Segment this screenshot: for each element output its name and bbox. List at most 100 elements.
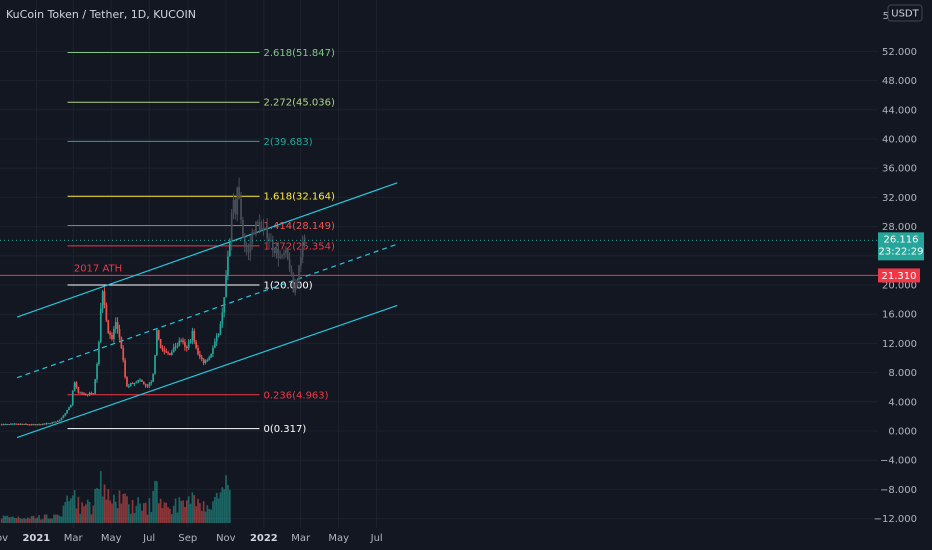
volume-bar: [169, 508, 171, 523]
volume-bar: [135, 505, 138, 523]
candle-body: [258, 222, 261, 231]
volume-bar: [8, 517, 11, 523]
candle-body: [133, 383, 136, 385]
candle-body: [167, 352, 169, 354]
volume-bar: [107, 489, 110, 523]
candle-body: [8, 423, 11, 425]
candle-body: [101, 291, 104, 309]
volume-bar: [19, 518, 22, 523]
volume-bar: [172, 505, 175, 523]
candle-body: [191, 330, 194, 341]
candle-body: [15, 423, 18, 425]
candle-body: [193, 330, 196, 342]
candle-body: [170, 352, 173, 356]
last-price-value: 26.116: [884, 234, 919, 245]
volume-bars: [0, 471, 231, 523]
volume-bar: [144, 502, 147, 523]
candle-body: [127, 385, 130, 387]
ath-label: 2017 ATH: [74, 263, 122, 274]
volume-bar: [96, 488, 98, 523]
volume-bar: [152, 490, 154, 523]
volume-bar: [99, 471, 102, 523]
volume-bar: [221, 487, 224, 523]
candle-body: [66, 409, 68, 414]
volume-bar: [199, 503, 201, 523]
candle-body: [234, 199, 237, 215]
candle-body: [103, 291, 106, 305]
volume-bar: [189, 503, 192, 523]
volume-bar: [66, 495, 68, 523]
candle-body: [281, 254, 284, 257]
candle-body: [12, 423, 14, 425]
y-tick-label: 0.000: [888, 427, 917, 438]
volume-bar: [71, 495, 74, 523]
candle-body: [32, 424, 35, 426]
candle-body: [157, 330, 160, 340]
fib-level-label: 1.618(32.164): [264, 192, 336, 203]
y-tick-label: 52.000: [882, 47, 917, 58]
volume-bar: [118, 490, 121, 523]
volume-bar: [43, 514, 46, 523]
volume-bar: [32, 515, 35, 523]
candle-body: [51, 422, 54, 424]
candle-body: [124, 360, 126, 378]
volume-bar: [150, 511, 153, 523]
candle-body: [111, 334, 113, 340]
candle-body: [262, 227, 265, 229]
candle-body: [301, 241, 304, 257]
x-tick-label: Mar: [64, 533, 84, 544]
volume-bar: [2, 515, 5, 523]
currency-badge[interactable]: USDT: [887, 4, 923, 22]
volume-bar: [212, 501, 214, 523]
volume-bar: [223, 489, 226, 523]
volume-bar: [6, 515, 9, 523]
candle-body: [185, 346, 188, 349]
volume-bar: [34, 518, 37, 523]
volume-bar: [127, 504, 130, 523]
candle-body: [120, 337, 123, 348]
candle-body: [172, 347, 175, 353]
volume-bar: [131, 499, 134, 523]
candle-body: [255, 222, 257, 235]
candle-body: [47, 423, 50, 425]
volume-bar: [41, 519, 44, 523]
time-axis[interactable]: SepNov2021MarMayJulSepNov2022MarMayJul: [0, 533, 383, 544]
volume-bar: [113, 494, 115, 523]
volume-bar: [0, 518, 3, 523]
candle-body: [215, 335, 218, 342]
volume-bar: [184, 507, 186, 523]
candle-body: [294, 284, 297, 293]
candle-body: [174, 346, 177, 348]
candle-body: [98, 342, 100, 364]
volume-bar: [178, 497, 181, 523]
candle-body: [277, 249, 280, 258]
volume-bar: [88, 501, 91, 523]
channel-upper-line: [16, 182, 398, 318]
candle-body: [129, 383, 132, 386]
y-tick-label: 32.000: [882, 193, 917, 204]
candle-body: [56, 420, 59, 422]
candle-body: [249, 243, 252, 252]
currency-label: USDT: [891, 9, 919, 20]
candle-body: [60, 417, 63, 421]
volume-bar: [170, 514, 173, 523]
volume-bar: [13, 517, 16, 523]
volume-bar: [206, 505, 209, 523]
candle-body: [169, 353, 171, 356]
candle-body: [13, 423, 16, 425]
candle-body: [271, 241, 274, 251]
candle-body: [40, 424, 42, 426]
candle-body: [83, 393, 85, 395]
candle-body: [146, 385, 149, 387]
candle-body: [260, 228, 263, 231]
volume-bar: [17, 516, 20, 523]
channel-middle-line: [16, 243, 398, 379]
volume-bar: [23, 517, 25, 523]
candle-body: [236, 187, 239, 215]
volume-bar: [28, 518, 31, 523]
candle-body: [230, 212, 233, 243]
volume-bar: [114, 501, 117, 523]
y-tick-label: 40.000: [882, 135, 917, 146]
fib-level-label: 1(20.000): [264, 281, 313, 292]
